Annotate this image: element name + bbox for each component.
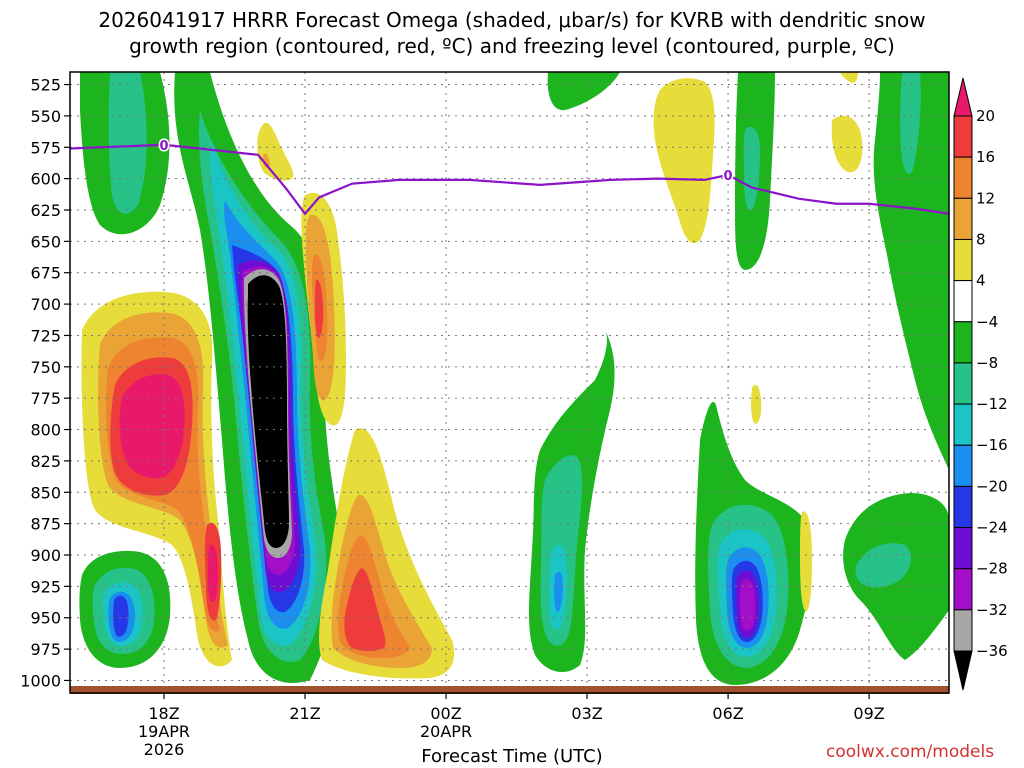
- colorbar-band: [953, 156, 973, 199]
- colorbar-band: [953, 115, 973, 158]
- x-tick-year: 2026: [144, 740, 185, 759]
- colorbar-band: [953, 609, 973, 652]
- colorbar-label: 16: [976, 148, 995, 166]
- omega-fills: [79, 72, 949, 685]
- y-tick-label: 825: [30, 452, 61, 471]
- freezing-level-line: [70, 143, 949, 216]
- x-tick-label: 21Z: [289, 704, 320, 723]
- omega-region: [315, 279, 324, 338]
- colorbar-label: −24: [976, 519, 1008, 537]
- colorbar-label: −32: [976, 601, 1008, 619]
- y-tick-label: 675: [30, 264, 61, 283]
- y-axis: 525 550 575 600 625 650 675 700 725 750 775 800 825 8…: [20, 76, 70, 690]
- freezing-level-label: 0: [724, 169, 733, 184]
- omega-region: [108, 72, 147, 214]
- y-tick-label: 750: [30, 358, 61, 377]
- colorbar-band: [953, 403, 973, 446]
- title-line-2: growth region (contoured, red, ºC) and f…: [129, 34, 895, 58]
- x-tick-label: 00Z: [430, 704, 461, 723]
- x-tick-date: 19APR: [138, 722, 190, 741]
- x-tick-label: 06Z: [712, 704, 743, 723]
- colorbar-band: [953, 362, 973, 405]
- colorbar-label: −12: [976, 395, 1008, 413]
- colorbar-band: [953, 444, 973, 487]
- omega-region: [113, 595, 129, 637]
- colorbar-label: −28: [976, 560, 1008, 578]
- title-line-1: 2026041917 HRRR Forecast Omega (shaded, …: [98, 8, 926, 32]
- x-tick-label: 18Z: [148, 704, 179, 723]
- omega-region: [900, 72, 921, 175]
- y-tick-label: 525: [30, 76, 61, 95]
- colorbar-band: [953, 280, 973, 323]
- colorbar-band: [953, 485, 973, 529]
- y-tick-label: 600: [30, 170, 61, 189]
- colorbar-label: 8: [976, 230, 986, 248]
- x-tick-label: 03Z: [571, 704, 602, 723]
- omega-region: [208, 544, 218, 602]
- colorbar-band: [953, 568, 973, 611]
- y-tick-label: 575: [30, 138, 61, 157]
- colorbar-label: −16: [976, 436, 1008, 454]
- credit-text: coolwx.com/models: [826, 742, 995, 762]
- colorbar-band: [953, 527, 973, 570]
- plot-area: 00: [69, 71, 950, 694]
- omega-region: [800, 511, 812, 612]
- colorbar-label: −4: [976, 313, 998, 331]
- y-tick-label: 625: [30, 201, 61, 220]
- omega-region: [554, 571, 563, 612]
- colorbar-bottom-arrow: [953, 650, 973, 691]
- y-tick-label: 975: [30, 640, 61, 659]
- plot-frame: [69, 71, 950, 694]
- y-tick-label: 950: [30, 609, 61, 628]
- freezing-level-labels: 00: [158, 137, 734, 185]
- colorbar-label: −20: [976, 477, 1008, 495]
- colorbar-band: [953, 197, 973, 240]
- x-tick-date: 20APR: [420, 722, 472, 741]
- x-tick-label: 09Z: [853, 704, 884, 723]
- omega-region: [247, 275, 289, 548]
- colorbar-label: 12: [976, 189, 995, 207]
- colorbar-top-arrow: [953, 77, 973, 117]
- colorbar-label: −8: [976, 354, 998, 372]
- omega-region: [831, 115, 863, 173]
- colorbar-band: [953, 321, 973, 364]
- y-tick-label: 900: [30, 546, 61, 565]
- colorbar-label: 4: [976, 272, 986, 290]
- colorbar-label: −36: [976, 642, 1008, 660]
- omega-region: [751, 384, 762, 424]
- colorbar-label: 20: [976, 107, 995, 125]
- colorbar: 20 16 12 8 4 −4 −8 −12 −16 −20 −24 −28 −32 −36: [953, 77, 1008, 691]
- omega-region: [344, 568, 386, 651]
- y-tick-label: 925: [30, 577, 61, 596]
- freezing-level-label: 0: [159, 139, 168, 154]
- colorbar-band: [953, 238, 973, 282]
- y-tick-label: 875: [30, 515, 61, 534]
- y-tick-label: 1000: [20, 671, 61, 690]
- omega-region: [873, 72, 949, 470]
- y-tick-label: 850: [30, 483, 61, 502]
- y-tick-label: 700: [30, 295, 61, 314]
- omega-region: [547, 72, 620, 111]
- omega-region: [119, 374, 185, 479]
- y-tick-label: 775: [30, 389, 61, 408]
- y-tick-label: 725: [30, 326, 61, 345]
- ground-bar: [70, 686, 949, 694]
- y-tick-label: 550: [30, 107, 61, 126]
- x-axis-label: Forecast Time (UTC): [421, 746, 603, 767]
- y-tick-label: 650: [30, 232, 61, 251]
- omega-region: [840, 72, 858, 83]
- omega-region: [653, 78, 715, 244]
- y-tick-label: 800: [30, 421, 61, 440]
